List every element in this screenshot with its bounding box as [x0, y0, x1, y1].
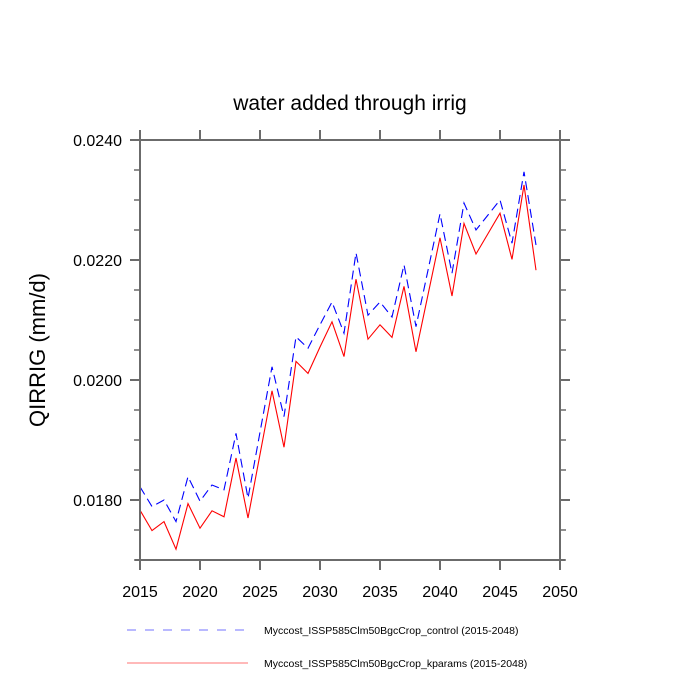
y-tick-label: 0.0180: [73, 493, 122, 510]
y-tick-label: 0.0220: [73, 253, 122, 270]
x-tick-label: 2045: [482, 584, 518, 601]
x-tick-label: 2025: [242, 584, 278, 601]
series-line-control: [139, 171, 537, 524]
legend-label: Myccost_ISSP585Clm50BgcCrop_kparams (201…: [264, 658, 527, 670]
y-tick-label: 0.0200: [73, 373, 122, 390]
x-tick-label: 2035: [362, 584, 398, 601]
y-axis-ticks: 0.0180 0.0200 0.0220 0.0240: [73, 133, 570, 561]
y-axis-label: QIRRIG (mm/d): [25, 273, 50, 427]
x-tick-label: 2015: [122, 584, 158, 601]
x-tick-label: 2020: [182, 584, 218, 601]
y-tick-label: 0.0240: [73, 133, 122, 150]
x-tick-label: 2040: [422, 584, 458, 601]
x-tick-label: 2030: [302, 584, 338, 601]
chart-title: water added through irrig: [232, 92, 466, 115]
x-tick-label: 2050: [542, 584, 578, 601]
series-line-kparams: [139, 184, 537, 551]
plot-lines: [139, 171, 537, 551]
legend-label: Myccost_ISSP585Clm50BgcCrop_control (201…: [264, 625, 518, 637]
x-axis-ticks: 2015 2020 2025 2030 2035 2040 2045 2050: [122, 130, 578, 601]
legend: Myccost_ISSP585Clm50BgcCrop_control (201…: [127, 625, 527, 670]
